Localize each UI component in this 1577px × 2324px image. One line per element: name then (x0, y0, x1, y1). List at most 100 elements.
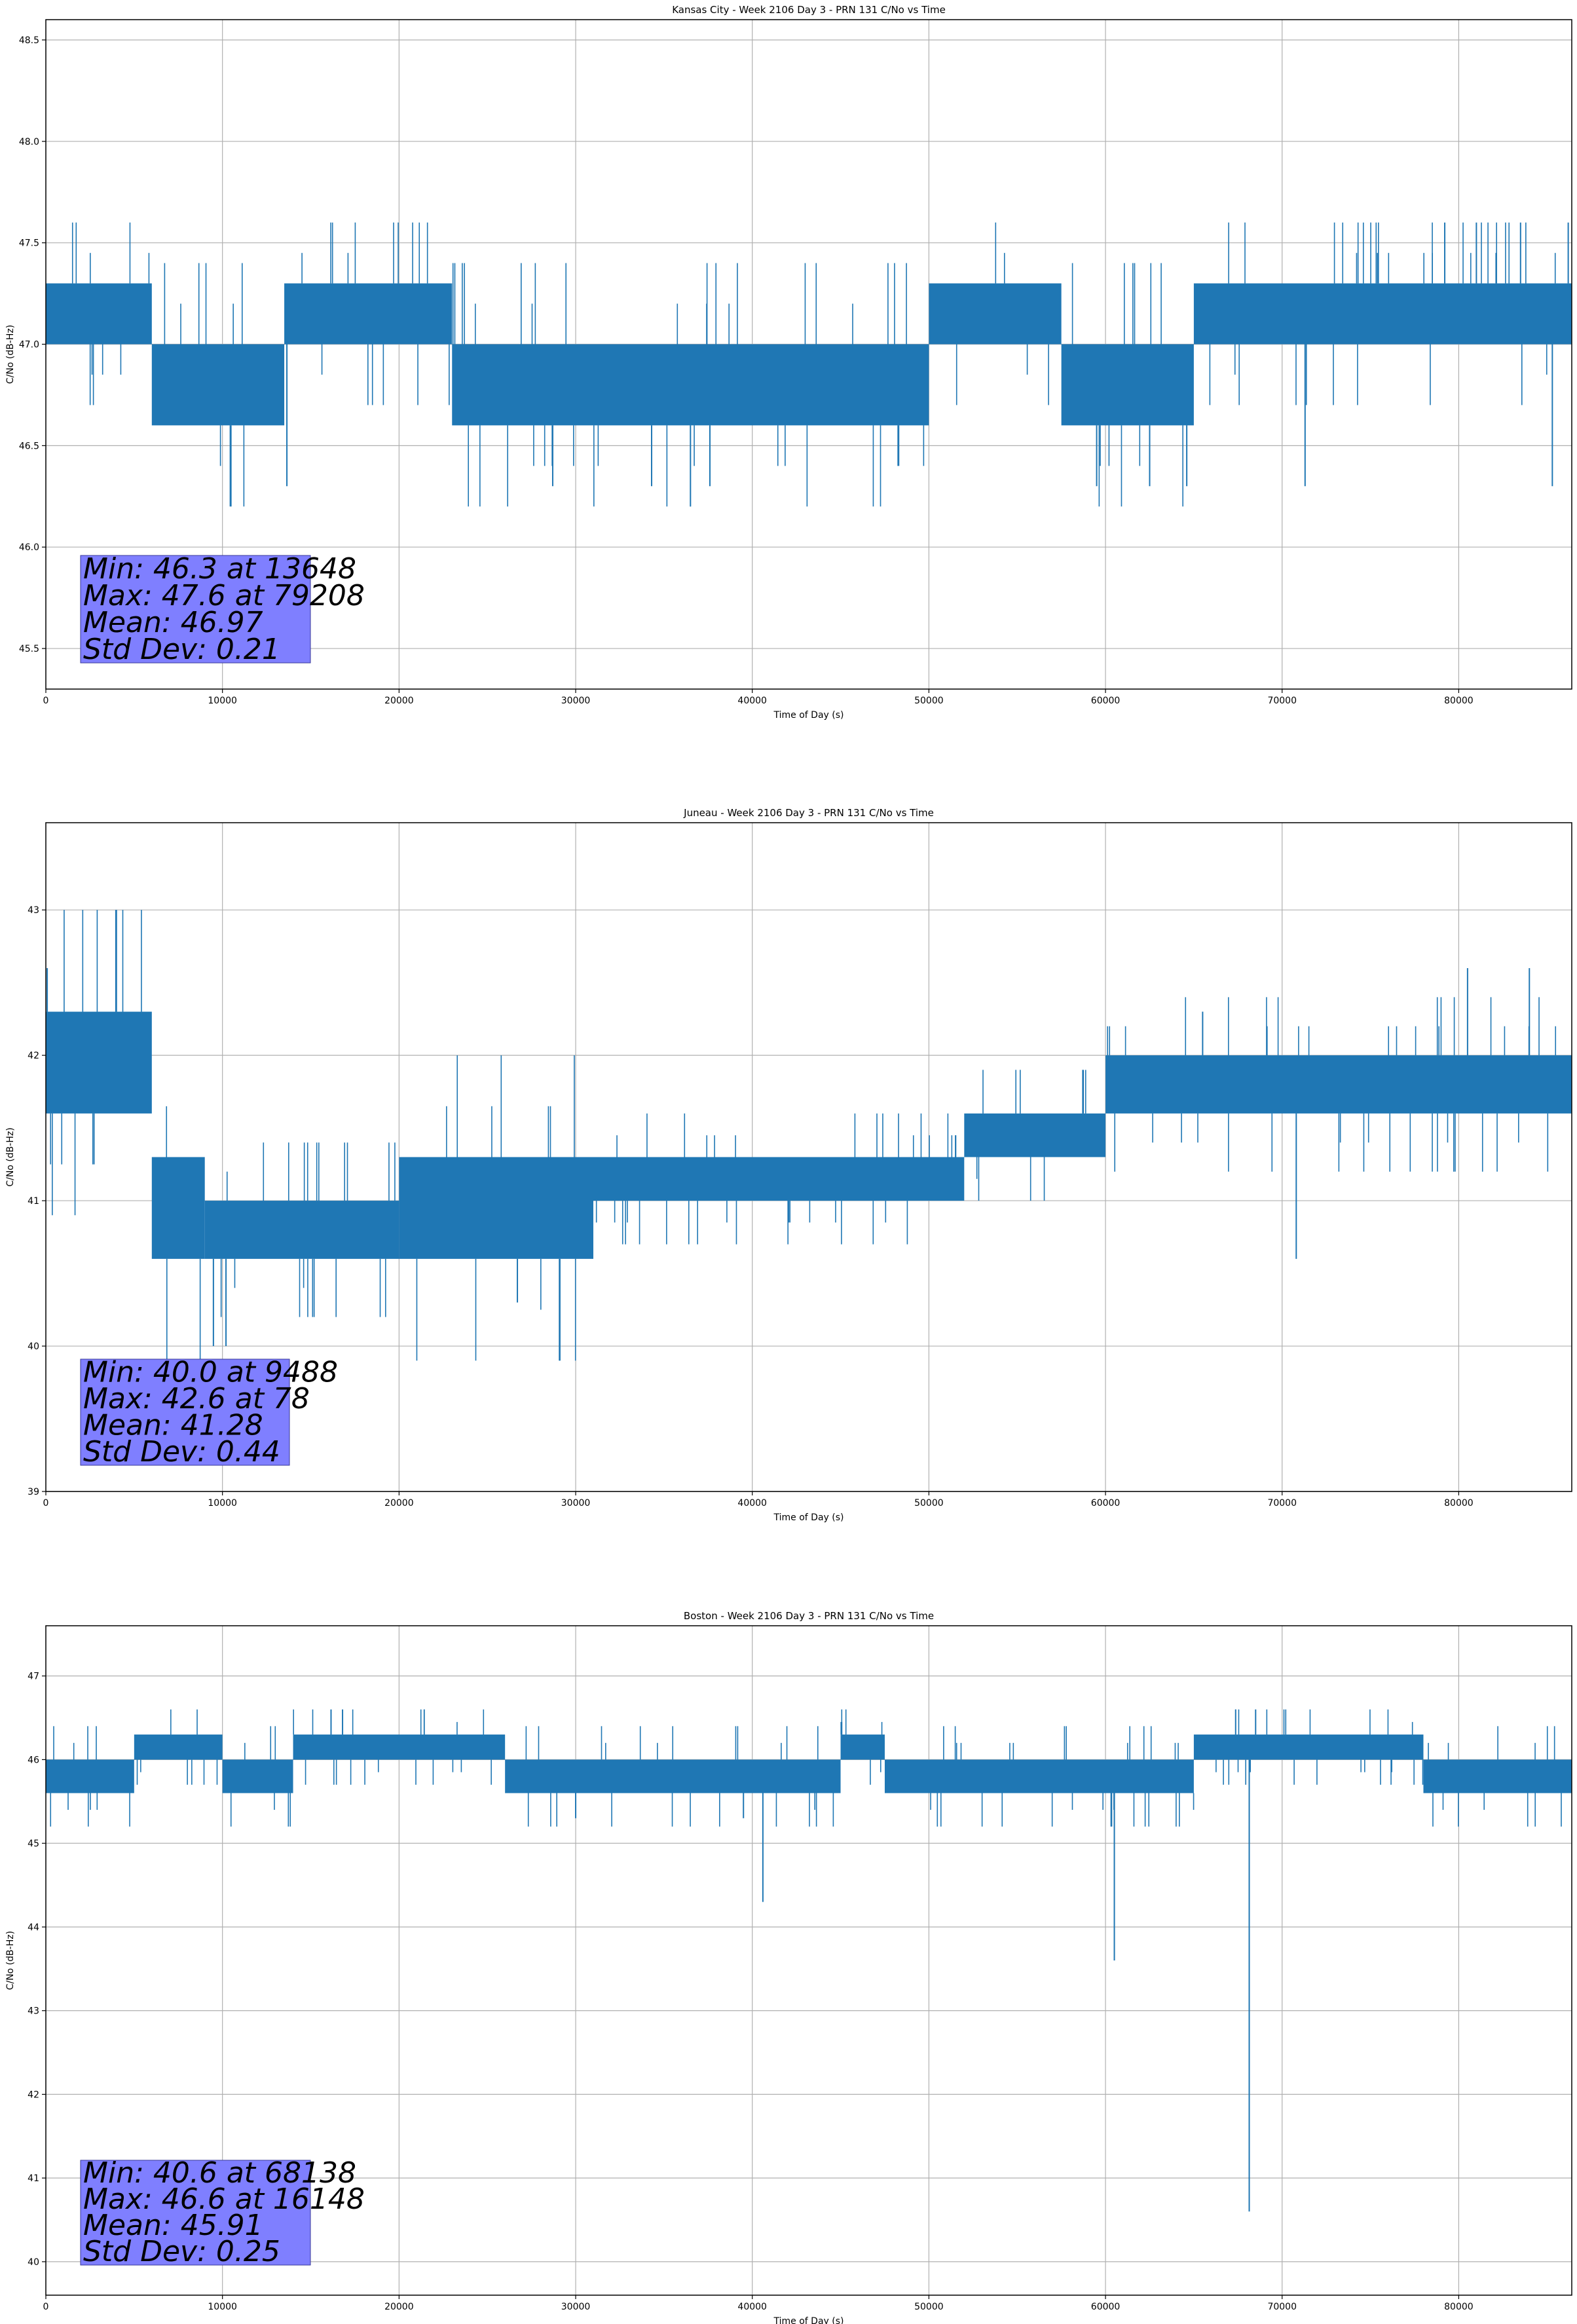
chart-title: Juneau - Week 2106 Day 3 - PRN 131 C/No … (683, 807, 934, 819)
stats-line: Max: 46.6 at 16148 (83, 2183, 365, 2216)
data-band (204, 1201, 399, 1259)
x-tick-label: 70000 (1267, 696, 1297, 706)
data-band (1193, 283, 1572, 345)
chart-title: Boston - Week 2106 Day 3 - PRN 131 C/No … (684, 1610, 934, 1622)
data-band (46, 1759, 134, 1793)
stats-box-background (80, 1359, 290, 1466)
data-band (151, 1157, 205, 1259)
x-tick-label: 60000 (1091, 1498, 1121, 1509)
stats-box-background (80, 2160, 311, 2266)
y-tick-label: 42 (28, 1051, 39, 1061)
y-tick-label: 45.5 (19, 644, 39, 654)
x-tick-label: 40000 (737, 2302, 767, 2312)
y-tick-label: 43 (28, 905, 39, 916)
data-band (593, 1157, 965, 1201)
x-tick-label: 30000 (561, 1498, 591, 1509)
data-band (46, 1011, 152, 1114)
x-tick-label: 60000 (1091, 696, 1121, 706)
y-tick-label: 46 (28, 1755, 39, 1765)
x-axis-label: Time of Day (s) (773, 710, 844, 721)
y-tick-label: 48.0 (19, 137, 39, 147)
data-band (1105, 1055, 1406, 1114)
x-tick-label: 50000 (914, 1498, 944, 1509)
x-tick-label: 20000 (384, 696, 414, 706)
y-tick-label: 48.5 (19, 35, 39, 46)
x-tick-label: 40000 (737, 1498, 767, 1509)
stats-line: Max: 47.6 at 79208 (83, 579, 365, 612)
y-tick-label: 44 (28, 1922, 39, 1933)
y-tick-label: 47.0 (19, 340, 39, 350)
x-tick-label: 80000 (1444, 1498, 1474, 1509)
y-tick-label: 40 (28, 1341, 39, 1352)
data-band (284, 283, 453, 345)
x-axis-label: Time of Day (s) (773, 2316, 844, 2324)
data-band (840, 1734, 885, 1760)
y-tick-label: 46.5 (19, 441, 39, 451)
x-tick-label: 50000 (914, 696, 944, 706)
stats-line: Mean: 46.97 (83, 606, 263, 639)
x-tick-label: 0 (43, 2302, 49, 2312)
axes-frame (45, 822, 1572, 1492)
data-band (929, 283, 1062, 345)
y-axis-label: C/No (dB-Hz) (5, 325, 16, 384)
y-axis-label: C/No (dB-Hz) (5, 1127, 16, 1186)
data-band (222, 1759, 293, 1793)
stats-line: Min: 40.6 at 68138 (83, 2156, 356, 2190)
x-tick-label: 70000 (1267, 1498, 1297, 1509)
axes-frame (45, 19, 1572, 690)
data-band (293, 1734, 506, 1760)
x-tick-label: 80000 (1444, 696, 1474, 706)
y-tick-label: 39 (28, 1487, 39, 1497)
x-tick-label: 70000 (1267, 2302, 1297, 2312)
data-band (505, 1759, 841, 1793)
data-band (1405, 1055, 1572, 1114)
x-tick-label: 40000 (737, 696, 767, 706)
stats-line: Std Dev: 0.44 (83, 1435, 280, 1469)
series-line (46, 1709, 1572, 2212)
stats-line: Std Dev: 0.21 (83, 633, 280, 666)
y-tick-label: 47 (28, 1672, 39, 1682)
x-tick-label: 0 (43, 696, 49, 706)
x-tick-label: 60000 (1091, 2302, 1121, 2312)
data-band (884, 1759, 1194, 1793)
x-axis-label: Time of Day (s) (773, 1512, 844, 1523)
chart-1: 0 10000 20000 30000 40000 50000 60000 70000 8000… (5, 807, 1572, 1523)
y-tick-label: 46.0 (19, 542, 39, 553)
x-tick-label: 20000 (384, 1498, 414, 1509)
data-band (46, 283, 152, 345)
stats-line: Max: 42.6 at 78 (83, 1382, 310, 1415)
x-tick-label: 50000 (914, 2302, 944, 2312)
stats-box-background (80, 555, 311, 664)
data-band (1061, 344, 1194, 426)
y-axis-label: C/No (dB-Hz) (5, 1931, 16, 1990)
y-tick-label: 41 (28, 1196, 39, 1207)
data-band (964, 1113, 1106, 1157)
stats-line: Mean: 41.28 (83, 1409, 263, 1442)
series-line (46, 222, 1572, 507)
x-tick-label: 30000 (561, 696, 591, 706)
axes-frame (45, 1625, 1572, 2296)
data-band (452, 344, 929, 426)
series-line (46, 910, 1572, 1361)
y-tick-label: 41 (28, 2173, 39, 2184)
x-tick-label: 20000 (384, 2302, 414, 2312)
stats-line: Std Dev: 0.25 (83, 2235, 280, 2268)
y-tick-label: 40 (28, 2257, 39, 2268)
y-tick-label: 47.5 (19, 238, 39, 249)
x-tick-label: 10000 (208, 1498, 237, 1509)
x-tick-label: 80000 (1444, 2302, 1474, 2312)
y-tick-label: 45 (28, 1839, 39, 1849)
y-tick-label: 42 (28, 2090, 39, 2100)
chart-2: 0 10000 20000 30000 40000 50000 60000 70000 8000… (5, 1610, 1572, 2324)
data-band (151, 344, 285, 426)
stats-line: Mean: 45.91 (83, 2209, 263, 2242)
x-tick-label: 10000 (208, 2302, 237, 2312)
chart-title: Kansas City - Week 2106 Day 3 - PRN 131 … (672, 4, 946, 16)
chart-0: 0 10000 20000 30000 40000 50000 60000 70000 8000… (5, 4, 1572, 721)
data-band (1193, 1734, 1424, 1760)
x-tick-label: 0 (43, 1498, 49, 1509)
